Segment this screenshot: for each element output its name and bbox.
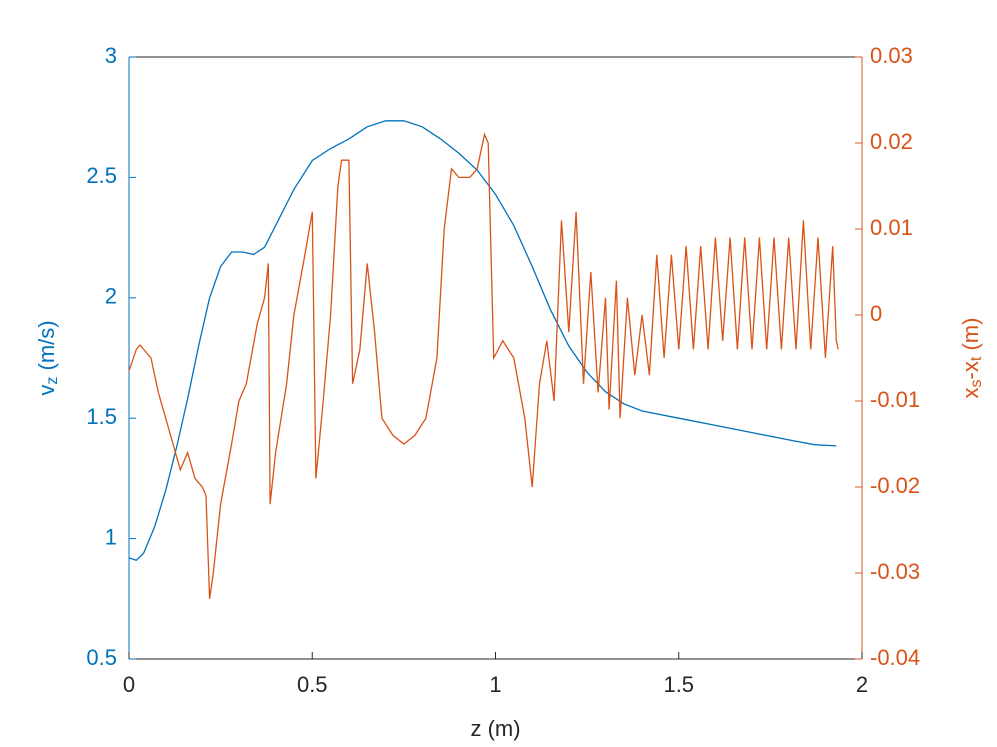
label-text: x: [958, 387, 983, 398]
label-text: (m/s): [34, 320, 59, 376]
y2-tick-label: -0.03: [870, 559, 920, 584]
x-tick-label: 1.5: [663, 672, 694, 697]
x-tick-label: 0.5: [297, 672, 328, 697]
y-tick-label: 1: [105, 524, 117, 549]
x-tick-label: 0: [123, 672, 135, 697]
y-tick-label: 2: [105, 284, 117, 309]
label-text: v: [34, 385, 59, 396]
y-tick-label: 1.5: [86, 404, 117, 429]
y2-tick-label: 0.02: [870, 129, 913, 154]
subscript: t: [968, 356, 985, 361]
y2-tick-label: -0.01: [870, 387, 920, 412]
y2-tick-label: 0.03: [870, 43, 913, 68]
y-tick-label: 0.5: [86, 645, 117, 670]
y2-tick-label: -0.04: [870, 645, 920, 670]
y2-tick-label: -0.02: [870, 473, 920, 498]
y2-tick-label: 0: [870, 301, 882, 326]
label-text: (m): [958, 318, 983, 357]
y-tick-label: 3: [105, 43, 117, 68]
y2-axis-label: xs-xt (m): [958, 318, 985, 399]
x-tick-label: 1: [489, 672, 501, 697]
x-tick-label: 2: [856, 672, 868, 697]
subscript: s: [968, 379, 985, 387]
data-line: [128, 120, 837, 562]
y-axis-label: vz (m/s): [34, 320, 61, 395]
x-axis-label: z (m): [470, 716, 520, 741]
data-line: [128, 132, 839, 599]
subscript: z: [44, 377, 61, 385]
y2-tick-label: 0.01: [870, 215, 913, 240]
y-tick-label: 2.5: [86, 163, 117, 188]
label-text: -x: [958, 361, 983, 379]
